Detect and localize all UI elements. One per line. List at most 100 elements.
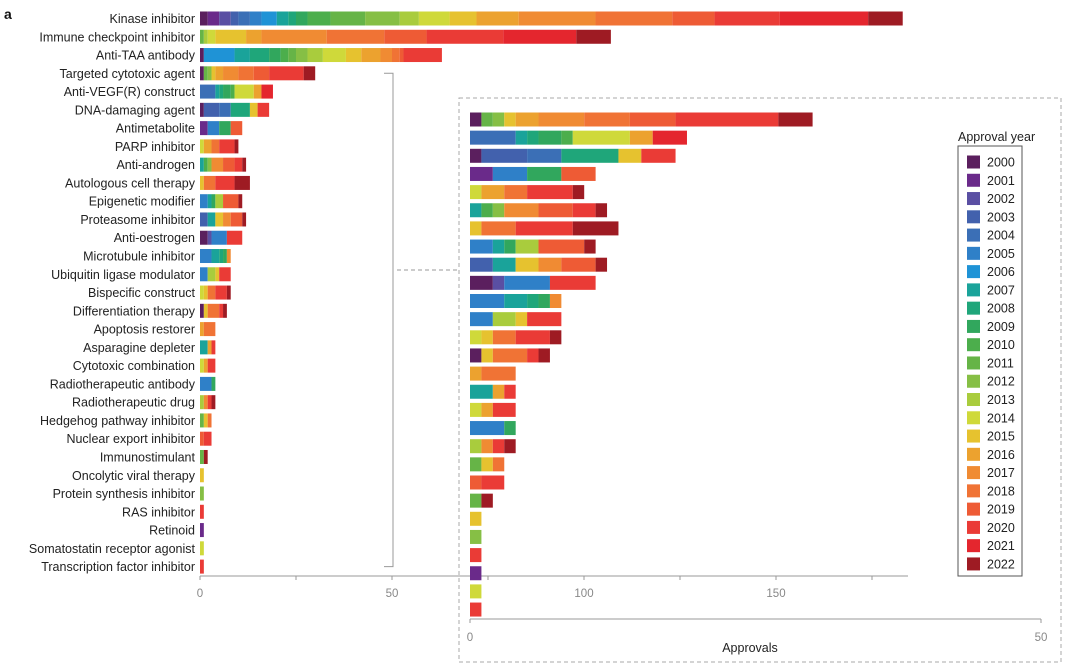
inset-bar-segment-microtubule-inhibitor-2008 [527, 294, 539, 308]
inset-bar-segment-radiotherapeutic-antibody-2005 [470, 421, 505, 436]
inset-bar-segment-proteasome-inhibitor-2007 [492, 257, 516, 272]
category-label-kinase-inhibitor: Kinase inhibitor [110, 12, 195, 26]
inset-bar-segment-parp-inhibitor-2018 [504, 185, 528, 200]
inset-bar-segment-proteasome-inhibitor-2017 [538, 257, 562, 272]
inset-bar-segment-radiotherapeutic-drug-2020 [492, 439, 505, 454]
bar-segment-radiotherapeutic-drug-2017 [203, 395, 208, 410]
legend-swatch-2002 [967, 192, 980, 206]
legend-swatch-2015 [967, 429, 980, 443]
inset-bar-segment-microtubule-inhibitor-2009 [538, 294, 550, 308]
legend-label-2019: 2019 [987, 503, 1015, 517]
inset-bar-segment-anti-oestrogen-2000 [470, 275, 493, 290]
category-label-differentiation-therapy: Differentiation therapy [73, 304, 196, 318]
bar-segment-anti-oestrogen-2000 [200, 230, 208, 245]
bar-segment-kinase-inhibitor-2018 [595, 11, 673, 26]
bar-segment-autologous-cell-therapy-2015 [200, 175, 204, 190]
inset-frame [458, 97, 1062, 663]
zoom-bracket [384, 72, 459, 568]
inset-bar-segment-targeted-cytotoxic-agent-2015 [504, 112, 516, 127]
bar-segment-differentiation-therapy-2015 [203, 303, 208, 318]
inset-bar-segment-anti-oestrogen-2002 [492, 275, 505, 290]
inset-bar-segment-differentiation-therapy-2015 [481, 348, 493, 363]
bar-segment-kinase-inhibitor-2010 [307, 11, 331, 26]
bar-segment-kinase-inhibitor-2009 [296, 11, 308, 26]
legend-label-2009: 2009 [987, 320, 1015, 334]
inset-bar-segment-autologous-cell-therapy-2018 [481, 221, 516, 236]
inset-bar-segment-targeted-cytotoxic-agent-2017 [538, 112, 585, 127]
inset-bar-segment-anti-androgen-2007 [470, 203, 482, 218]
inset-bar-segment-transcription-factor-inhibitor-2020 [470, 602, 482, 617]
bar-segment-apoptosis-restorer-2018 [203, 322, 216, 337]
bar-segment-anti-taa-antibody-2006 [203, 48, 235, 63]
bar-segment-kinase-inhibitor-2017 [518, 11, 596, 26]
bar-segment-transcription-factor-inhibitor-2020 [200, 559, 204, 574]
bar-segment-parp-inhibitor-2016 [203, 139, 212, 154]
legend-title: Approval year [958, 130, 1035, 144]
main-tick-label: 100 [574, 588, 593, 600]
category-label-microtubule-inhibitor: Microtubule inhibitor [83, 250, 195, 264]
bar-segment-dna-damaging-agent-2008 [230, 102, 250, 117]
bar-segment-anti-androgen-2012 [207, 157, 212, 172]
bar-segment-anti-taa-antibody-2007 [234, 48, 250, 63]
inset-bar-segment-antimetabolite-2009 [527, 166, 562, 181]
bar-segment-kinase-inhibitor-2020 [714, 11, 780, 26]
category-label-hedgehog-pathway-inhibitor: Hedgehog pathway inhibitor [40, 414, 195, 428]
bar-segment-dna-damaging-agent-2004 [219, 102, 231, 117]
bar-segment-targeted-cytotoxic-agent-2000 [200, 66, 204, 81]
category-label-anti-taa-antibody: Anti-TAA antibody [96, 49, 196, 63]
inset-bar-segment-epigenetic-modifier-2013 [515, 239, 539, 254]
bar-segment-anti-taa-antibody-2016 [361, 48, 381, 63]
bar-segment-anti-vegf-r-construct-2014 [234, 84, 254, 99]
bar-segment-oncolytic-viral-therapy-2015 [200, 468, 204, 483]
legend-swatch-2012 [967, 374, 980, 388]
legend-swatch-2014 [967, 411, 980, 425]
bar-segment-microtubule-inhibitor-2017 [226, 249, 231, 264]
legend-frame [957, 145, 1023, 577]
inset-bar-segment-differentiation-therapy-2022 [538, 348, 550, 363]
bar-segment-epigenetic-modifier-2013 [215, 194, 224, 209]
inset-bar-segment-oncolytic-viral-therapy-2015 [470, 511, 482, 526]
inset-bar-segment-anti-vegf-r-construct-2021 [652, 130, 687, 145]
bar-segment-anti-taa-antibody-2018 [392, 48, 400, 63]
inset-bar-segment-anti-vegf-r-construct-2010 [561, 130, 573, 145]
bar-segment-kinase-inhibitor-2021 [779, 11, 869, 26]
bar-segment-kinase-inhibitor-2014 [418, 11, 450, 26]
inset-bar-segment-ubiquitin-ligase-modulator-2015 [515, 312, 528, 327]
bar-segment-kinase-inhibitor-2012 [365, 11, 400, 26]
category-label-dna-damaging-agent: DNA-damaging agent [75, 103, 196, 117]
category-label-anti-vegf-r-construct: Anti-VEGF(R) construct [64, 85, 196, 99]
inset-bar-segment-dna-damaging-agent-2000 [470, 148, 482, 163]
bar-segment-anti-vegf-r-construct-2016 [253, 84, 262, 99]
bar-segment-bispecific-construct-2022 [226, 285, 231, 300]
bar-segment-anti-vegf-r-construct-2009 [223, 84, 231, 99]
bar-segment-targeted-cytotoxic-agent-2011 [203, 66, 208, 81]
inset-bar-segment-radiotherapeutic-drug-2017 [481, 439, 493, 454]
bar-segment-kinase-inhibitor-2022 [868, 11, 903, 26]
bar-segment-anti-vegf-r-construct-2008 [219, 84, 224, 99]
inset-bar-segment-asparagine-depleter-2007 [470, 384, 493, 399]
inset-bar-segment-targeted-cytotoxic-agent-2020 [675, 112, 779, 127]
bar-segment-ubiquitin-ligase-modulator-2005 [200, 267, 208, 282]
bar-segment-kinase-inhibitor-2001 [207, 11, 220, 26]
bar-segment-targeted-cytotoxic-agent-2018 [238, 66, 254, 81]
legend-swatch-2018 [967, 484, 980, 498]
inset-bar-segment-antimetabolite-2019 [561, 166, 596, 181]
bar-segment-proteasome-inhibitor-2007 [207, 212, 216, 227]
bar-segment-asparagine-depleter-2020 [211, 340, 216, 355]
legend-label-2004: 2004 [987, 229, 1015, 243]
bar-segment-nuclear-export-inhibitor-2020 [203, 431, 212, 446]
bar-segment-anti-taa-antibody-2009 [269, 48, 281, 63]
bar-segment-immune-checkpoint-inhibitor-2011 [200, 29, 204, 44]
bar-segment-kinase-inhibitor-2003 [230, 11, 239, 26]
inset-bar-segment-parp-inhibitor-2022 [572, 185, 585, 200]
bar-segment-immune-checkpoint-inhibitor-2022 [576, 29, 611, 44]
bar-segment-proteasome-inhibitor-2019 [230, 212, 243, 227]
inset-bar-segment-antimetabolite-2001 [470, 166, 493, 181]
bar-segment-kinase-inhibitor-2013 [399, 11, 419, 26]
bar-segment-proteasome-inhibitor-2017 [223, 212, 231, 227]
inset-bar-segment-differentiation-therapy-2018 [492, 348, 528, 363]
inset-bar-segment-nuclear-export-inhibitor-2020 [481, 475, 505, 490]
inset-bar-segment-apoptosis-restorer-2018 [481, 366, 516, 381]
bar-segment-proteasome-inhibitor-2015 [215, 212, 224, 227]
bar-segment-dna-damaging-agent-2015 [249, 102, 258, 117]
